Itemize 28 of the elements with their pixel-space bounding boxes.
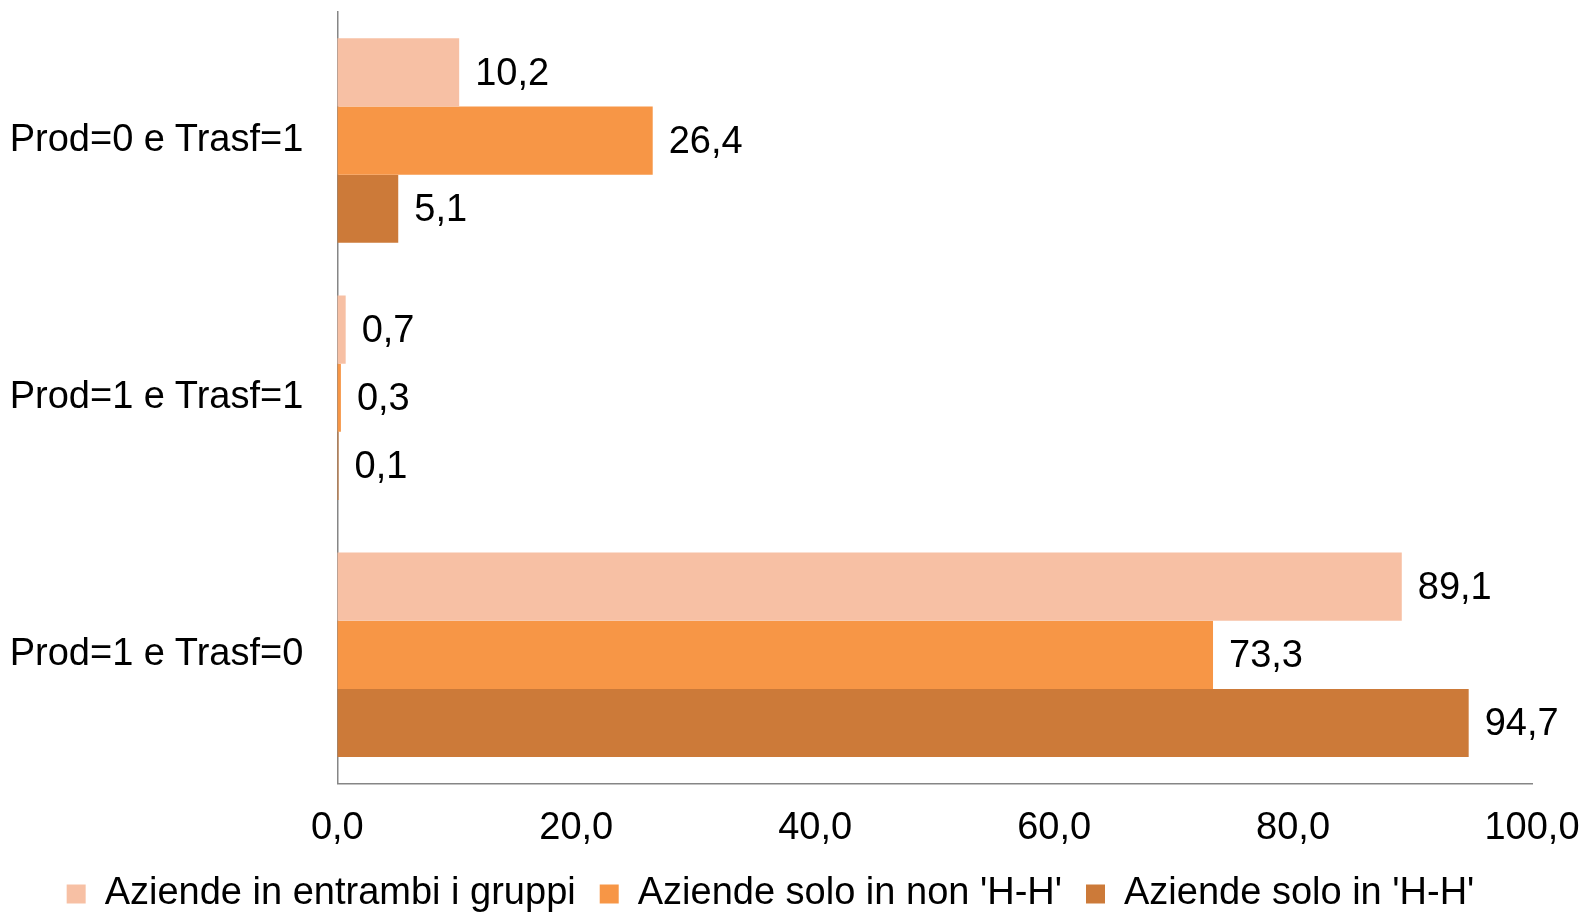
x-tick-label: 20,0 bbox=[539, 804, 614, 847]
x-tick-label: 100,0 bbox=[1484, 804, 1580, 847]
data-label: 10,2 bbox=[475, 50, 550, 93]
bar bbox=[337, 620, 1214, 689]
data-label: 94,7 bbox=[1484, 701, 1559, 744]
x-tick-label: 80,0 bbox=[1256, 804, 1331, 847]
data-label: 0,7 bbox=[361, 308, 415, 351]
y-tick-label: Prod=1 e Trasf=1 bbox=[9, 374, 304, 417]
bar bbox=[337, 688, 1469, 758]
bar bbox=[337, 38, 460, 107]
data-label: 73,3 bbox=[1229, 633, 1303, 676]
bar bbox=[337, 106, 653, 175]
data-label: 89,1 bbox=[1417, 565, 1492, 608]
data-label: 0,1 bbox=[354, 444, 408, 487]
y-tick-label: Prod=1 e Trasf=0 bbox=[9, 631, 304, 674]
y-tick-label: Prod=0 e Trasf=1 bbox=[9, 117, 304, 160]
data-label: 26,4 bbox=[668, 119, 743, 162]
data-label: 5,1 bbox=[414, 187, 468, 230]
x-tick-label: 60,0 bbox=[1017, 804, 1092, 847]
legend-label: Aziende in entrambi i gruppi bbox=[104, 870, 576, 913]
legend-label: Aziende solo in 'H-H' bbox=[1124, 870, 1475, 913]
bar bbox=[337, 552, 1402, 621]
data-label: 0,3 bbox=[356, 376, 410, 419]
x-tick-label: 40,0 bbox=[778, 804, 853, 847]
x-tick-label: 0,0 bbox=[310, 804, 364, 847]
bar bbox=[337, 174, 399, 243]
bar bbox=[337, 295, 346, 364]
legend-label: Aziende solo in non 'H-H' bbox=[637, 870, 1063, 913]
